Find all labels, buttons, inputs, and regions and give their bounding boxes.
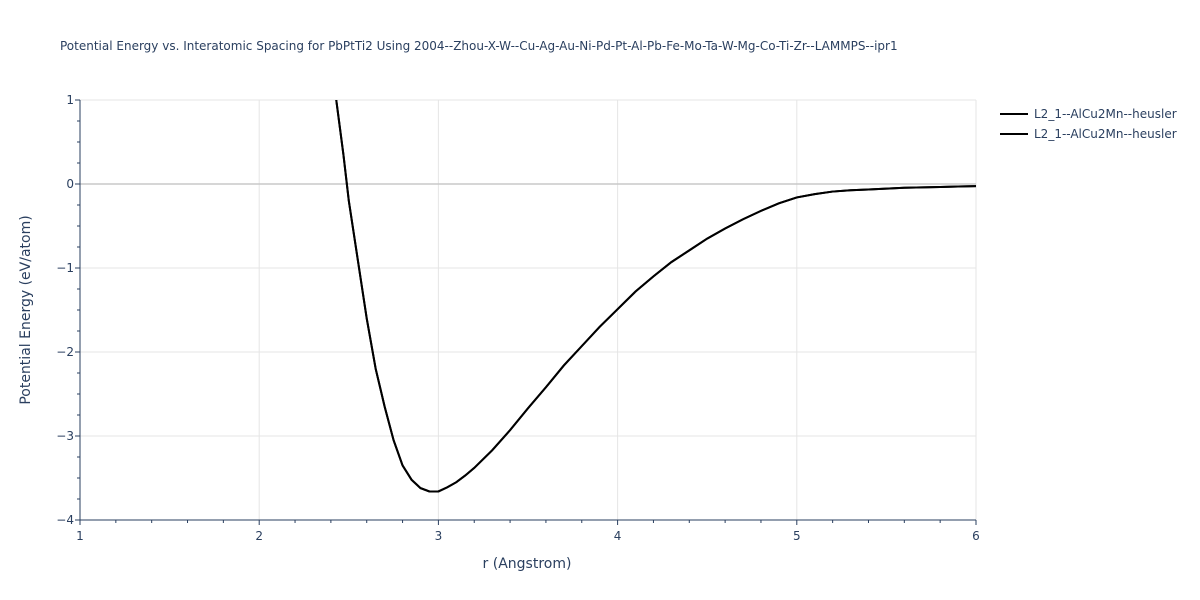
- y-tick-label: 1: [66, 93, 74, 107]
- series-line-2: [335, 100, 976, 493]
- y-tick-label: −2: [56, 345, 74, 359]
- legend-label: L2_1--AlCu2Mn--heusler: [1034, 127, 1177, 141]
- x-tick-label: 4: [614, 529, 622, 543]
- y-tick-label: 0: [66, 177, 74, 191]
- grid-layer: [80, 99, 977, 520]
- x-tick-label: 3: [435, 529, 443, 543]
- y-tick-label: −1: [56, 261, 74, 275]
- y-tick-label: −4: [56, 513, 74, 527]
- x-axis-title: r (Angstrom): [483, 556, 572, 572]
- series-layer: [335, 100, 976, 493]
- legend-label: L2_1--AlCu2Mn--heusler: [1034, 107, 1177, 121]
- series-line-1: [335, 100, 976, 493]
- y-axis-title: Potential Energy (eV/atom): [18, 215, 34, 404]
- x-tick-label: 6: [972, 529, 980, 543]
- x-tick-label: 5: [793, 529, 801, 543]
- chart-title: Potential Energy vs. Interatomic Spacing…: [60, 39, 898, 53]
- legend: L2_1--AlCu2Mn--heusler L2_1--AlCu2Mn--heu…: [1000, 107, 1177, 141]
- x-tick-label: 1: [76, 529, 84, 543]
- tick-layer: 1 2 3 4 5 6 1 0 −1 −2 −3 −4: [56, 93, 980, 543]
- y-tick-label: −3: [56, 429, 74, 443]
- x-tick-label: 2: [255, 529, 263, 543]
